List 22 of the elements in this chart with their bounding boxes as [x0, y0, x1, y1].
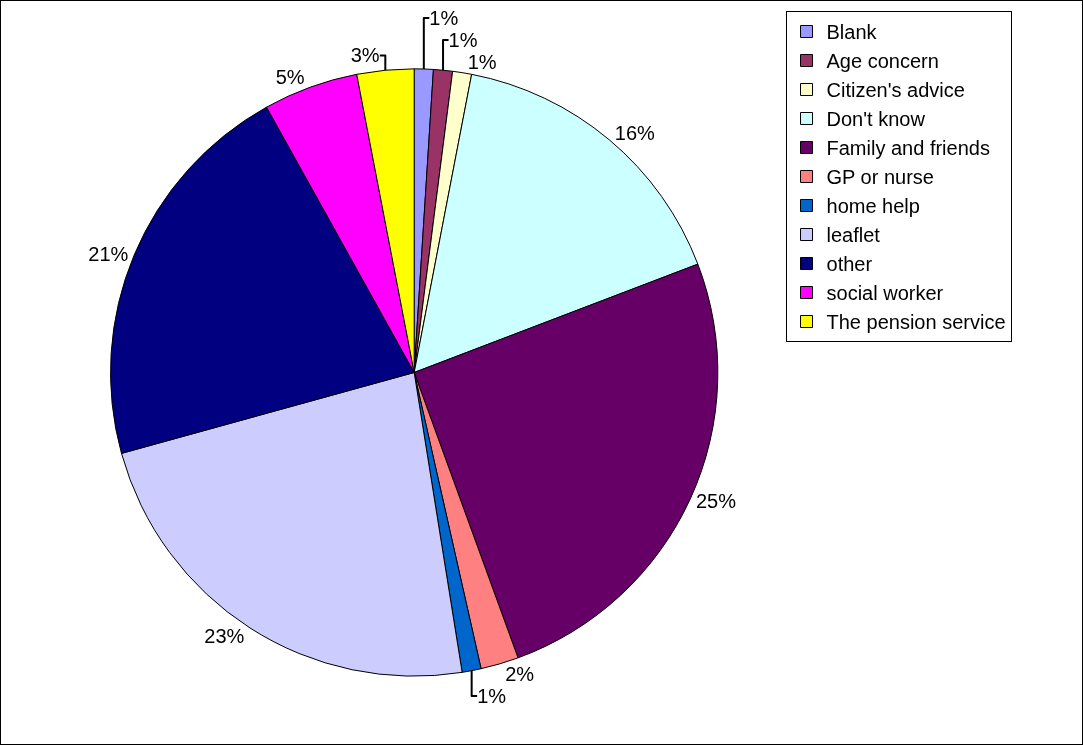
legend-label: GP or nurse: [826, 166, 934, 189]
legend-label: Don't know: [826, 108, 926, 131]
data-label: 23%: [204, 624, 245, 647]
data-label: 21%: [88, 242, 129, 265]
legend-label: Blank: [826, 21, 878, 44]
data-label: 1%: [448, 28, 478, 51]
legend-label: social worker: [826, 282, 944, 305]
legend-label: home help: [826, 195, 920, 218]
data-label: 16%: [614, 122, 656, 145]
data-label: 5%: [275, 66, 305, 89]
legend-label: The pension service: [826, 311, 1006, 334]
legend-label: Age concern: [826, 50, 939, 73]
legend-label: Citizen's advice: [826, 79, 965, 102]
legend-label: Family and friends: [826, 137, 990, 160]
data-label: 2%: [505, 662, 535, 685]
data-label: 1%: [467, 50, 497, 73]
data-label: 1%: [429, 6, 459, 29]
data-label: 25%: [695, 489, 737, 512]
data-label: 1%: [477, 684, 507, 707]
legend-label: leaflet: [826, 224, 881, 247]
data-label: 3%: [350, 44, 380, 67]
legend-label: other: [826, 253, 873, 276]
